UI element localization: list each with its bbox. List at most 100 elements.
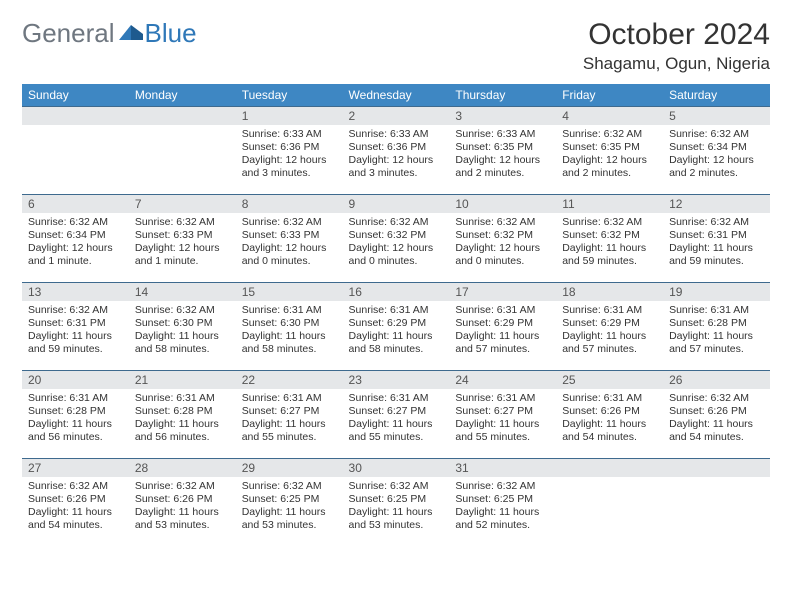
day-header: Wednesday — [343, 84, 450, 107]
day-number: 21 — [129, 371, 236, 389]
calendar-week-row: 20Sunrise: 6:31 AMSunset: 6:28 PMDayligh… — [22, 371, 770, 459]
day-number: 25 — [556, 371, 663, 389]
day-number: 2 — [343, 107, 450, 125]
calendar-cell — [663, 459, 770, 547]
calendar-cell: 29Sunrise: 6:32 AMSunset: 6:25 PMDayligh… — [236, 459, 343, 547]
day-number: 29 — [236, 459, 343, 477]
day-details: Sunrise: 6:32 AMSunset: 6:25 PMDaylight:… — [236, 477, 343, 535]
day-details: Sunrise: 6:32 AMSunset: 6:26 PMDaylight:… — [22, 477, 129, 535]
day-details: Sunrise: 6:31 AMSunset: 6:28 PMDaylight:… — [22, 389, 129, 447]
calendar-cell: 18Sunrise: 6:31 AMSunset: 6:29 PMDayligh… — [556, 283, 663, 371]
day-number — [556, 459, 663, 477]
day-number: 5 — [663, 107, 770, 125]
calendar-cell: 12Sunrise: 6:32 AMSunset: 6:31 PMDayligh… — [663, 195, 770, 283]
day-details: Sunrise: 6:31 AMSunset: 6:29 PMDaylight:… — [556, 301, 663, 359]
day-header: Tuesday — [236, 84, 343, 107]
day-details: Sunrise: 6:32 AMSunset: 6:26 PMDaylight:… — [663, 389, 770, 447]
calendar-cell: 28Sunrise: 6:32 AMSunset: 6:26 PMDayligh… — [129, 459, 236, 547]
month-title: October 2024 — [583, 18, 770, 52]
day-number: 14 — [129, 283, 236, 301]
day-number: 27 — [22, 459, 129, 477]
day-number: 6 — [22, 195, 129, 213]
day-number: 17 — [449, 283, 556, 301]
calendar-cell: 31Sunrise: 6:32 AMSunset: 6:25 PMDayligh… — [449, 459, 556, 547]
title-block: October 2024 Shagamu, Ogun, Nigeria — [583, 18, 770, 74]
calendar-cell — [556, 459, 663, 547]
logo-text-blue: Blue — [145, 18, 197, 49]
day-number: 19 — [663, 283, 770, 301]
day-details: Sunrise: 6:31 AMSunset: 6:27 PMDaylight:… — [449, 389, 556, 447]
day-header: Sunday — [22, 84, 129, 107]
day-number: 3 — [449, 107, 556, 125]
day-number: 16 — [343, 283, 450, 301]
day-header: Monday — [129, 84, 236, 107]
day-number: 8 — [236, 195, 343, 213]
day-number — [22, 107, 129, 125]
day-number: 20 — [22, 371, 129, 389]
day-number: 24 — [449, 371, 556, 389]
day-number: 12 — [663, 195, 770, 213]
day-details: Sunrise: 6:32 AMSunset: 6:33 PMDaylight:… — [236, 213, 343, 271]
day-number: 28 — [129, 459, 236, 477]
day-details: Sunrise: 6:32 AMSunset: 6:31 PMDaylight:… — [663, 213, 770, 271]
calendar-cell: 17Sunrise: 6:31 AMSunset: 6:29 PMDayligh… — [449, 283, 556, 371]
calendar-cell: 6Sunrise: 6:32 AMSunset: 6:34 PMDaylight… — [22, 195, 129, 283]
day-details: Sunrise: 6:33 AMSunset: 6:36 PMDaylight:… — [343, 125, 450, 183]
calendar-cell: 21Sunrise: 6:31 AMSunset: 6:28 PMDayligh… — [129, 371, 236, 459]
calendar-cell — [129, 107, 236, 195]
day-number: 10 — [449, 195, 556, 213]
day-number — [663, 459, 770, 477]
day-number: 23 — [343, 371, 450, 389]
calendar-week-row: 6Sunrise: 6:32 AMSunset: 6:34 PMDaylight… — [22, 195, 770, 283]
calendar-cell — [22, 107, 129, 195]
calendar-cell: 26Sunrise: 6:32 AMSunset: 6:26 PMDayligh… — [663, 371, 770, 459]
calendar-cell: 22Sunrise: 6:31 AMSunset: 6:27 PMDayligh… — [236, 371, 343, 459]
calendar-cell: 24Sunrise: 6:31 AMSunset: 6:27 PMDayligh… — [449, 371, 556, 459]
day-details: Sunrise: 6:32 AMSunset: 6:32 PMDaylight:… — [556, 213, 663, 271]
day-details: Sunrise: 6:31 AMSunset: 6:28 PMDaylight:… — [129, 389, 236, 447]
day-details: Sunrise: 6:32 AMSunset: 6:31 PMDaylight:… — [22, 301, 129, 359]
calendar-cell: 7Sunrise: 6:32 AMSunset: 6:33 PMDaylight… — [129, 195, 236, 283]
calendar-cell: 14Sunrise: 6:32 AMSunset: 6:30 PMDayligh… — [129, 283, 236, 371]
calendar-cell: 10Sunrise: 6:32 AMSunset: 6:32 PMDayligh… — [449, 195, 556, 283]
day-header-row: SundayMondayTuesdayWednesdayThursdayFrid… — [22, 84, 770, 107]
day-number: 15 — [236, 283, 343, 301]
day-details: Sunrise: 6:32 AMSunset: 6:26 PMDaylight:… — [129, 477, 236, 535]
calendar-cell: 9Sunrise: 6:32 AMSunset: 6:32 PMDaylight… — [343, 195, 450, 283]
calendar-cell: 25Sunrise: 6:31 AMSunset: 6:26 PMDayligh… — [556, 371, 663, 459]
day-details: Sunrise: 6:32 AMSunset: 6:32 PMDaylight:… — [449, 213, 556, 271]
day-details: Sunrise: 6:32 AMSunset: 6:25 PMDaylight:… — [449, 477, 556, 535]
day-header: Saturday — [663, 84, 770, 107]
day-details: Sunrise: 6:32 AMSunset: 6:25 PMDaylight:… — [343, 477, 450, 535]
day-details: Sunrise: 6:31 AMSunset: 6:26 PMDaylight:… — [556, 389, 663, 447]
day-details: Sunrise: 6:32 AMSunset: 6:30 PMDaylight:… — [129, 301, 236, 359]
calendar-week-row: 13Sunrise: 6:32 AMSunset: 6:31 PMDayligh… — [22, 283, 770, 371]
calendar-cell: 8Sunrise: 6:32 AMSunset: 6:33 PMDaylight… — [236, 195, 343, 283]
day-number: 13 — [22, 283, 129, 301]
day-details: Sunrise: 6:33 AMSunset: 6:35 PMDaylight:… — [449, 125, 556, 183]
calendar-cell: 30Sunrise: 6:32 AMSunset: 6:25 PMDayligh… — [343, 459, 450, 547]
day-number: 1 — [236, 107, 343, 125]
day-details: Sunrise: 6:31 AMSunset: 6:29 PMDaylight:… — [449, 301, 556, 359]
day-number — [129, 107, 236, 125]
day-details: Sunrise: 6:31 AMSunset: 6:29 PMDaylight:… — [343, 301, 450, 359]
day-details: Sunrise: 6:32 AMSunset: 6:34 PMDaylight:… — [663, 125, 770, 183]
calendar-cell: 23Sunrise: 6:31 AMSunset: 6:27 PMDayligh… — [343, 371, 450, 459]
location: Shagamu, Ogun, Nigeria — [583, 54, 770, 74]
calendar-cell: 1Sunrise: 6:33 AMSunset: 6:36 PMDaylight… — [236, 107, 343, 195]
day-details: Sunrise: 6:32 AMSunset: 6:32 PMDaylight:… — [343, 213, 450, 271]
calendar-cell: 11Sunrise: 6:32 AMSunset: 6:32 PMDayligh… — [556, 195, 663, 283]
calendar-cell: 13Sunrise: 6:32 AMSunset: 6:31 PMDayligh… — [22, 283, 129, 371]
day-number: 9 — [343, 195, 450, 213]
calendar-cell: 20Sunrise: 6:31 AMSunset: 6:28 PMDayligh… — [22, 371, 129, 459]
day-details: Sunrise: 6:32 AMSunset: 6:34 PMDaylight:… — [22, 213, 129, 271]
calendar-cell: 3Sunrise: 6:33 AMSunset: 6:35 PMDaylight… — [449, 107, 556, 195]
calendar-cell: 2Sunrise: 6:33 AMSunset: 6:36 PMDaylight… — [343, 107, 450, 195]
day-number: 22 — [236, 371, 343, 389]
day-details: Sunrise: 6:31 AMSunset: 6:27 PMDaylight:… — [343, 389, 450, 447]
day-details: Sunrise: 6:31 AMSunset: 6:30 PMDaylight:… — [236, 301, 343, 359]
calendar-cell: 15Sunrise: 6:31 AMSunset: 6:30 PMDayligh… — [236, 283, 343, 371]
calendar-cell: 16Sunrise: 6:31 AMSunset: 6:29 PMDayligh… — [343, 283, 450, 371]
calendar-cell: 5Sunrise: 6:32 AMSunset: 6:34 PMDaylight… — [663, 107, 770, 195]
day-number: 18 — [556, 283, 663, 301]
